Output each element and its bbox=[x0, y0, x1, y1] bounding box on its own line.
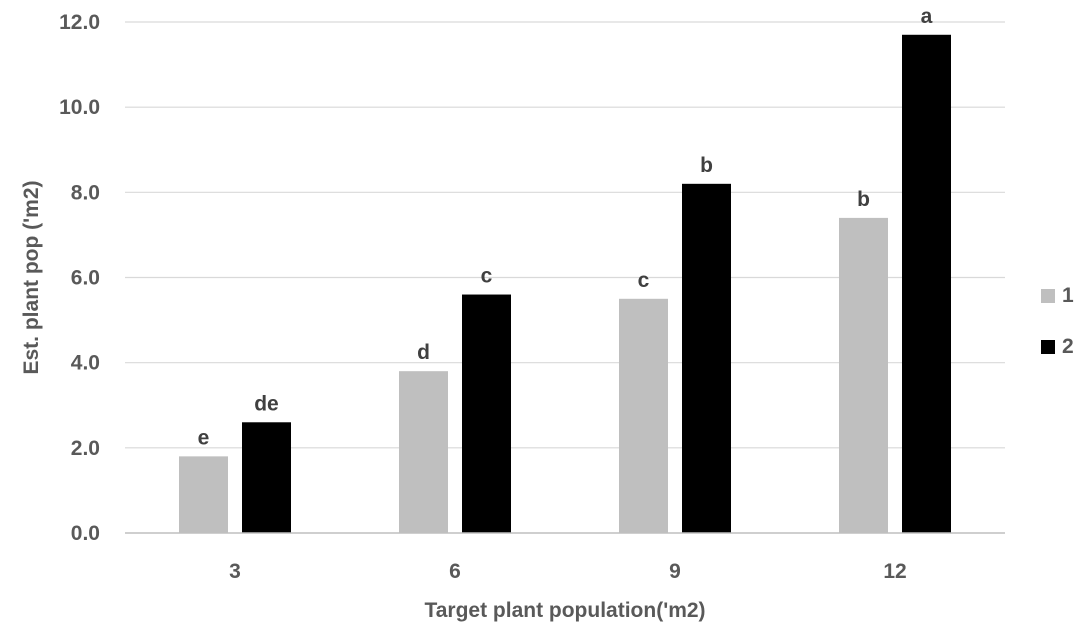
x-axis-title: Target plant population('m2) bbox=[424, 599, 705, 622]
y-axis-title: Est. plant pop ('m2) bbox=[20, 181, 43, 375]
data-label: d bbox=[417, 341, 430, 364]
bar-series-1-12 bbox=[839, 217, 888, 533]
bar-series-2-12 bbox=[902, 34, 951, 534]
x-tick-label: 12 bbox=[883, 560, 906, 583]
legend-label: 1 bbox=[1062, 284, 1074, 307]
y-tick-label: 8.0 bbox=[71, 181, 100, 204]
y-tick-label: 6.0 bbox=[71, 267, 100, 290]
data-label: a bbox=[921, 5, 933, 28]
y-axis-ticks: 0.0 2.0 4.0 6.0 8.0 10.0 12.0 bbox=[59, 11, 100, 545]
x-axis-ticks: 3 6 9 12 bbox=[229, 560, 907, 583]
data-label: e bbox=[198, 426, 210, 449]
data-label: de bbox=[254, 392, 279, 415]
bar-series-2-6 bbox=[462, 294, 511, 533]
x-tick-label: 9 bbox=[669, 560, 681, 583]
data-labels: e de d c c b b a bbox=[198, 5, 933, 450]
bars bbox=[179, 34, 951, 534]
bar-series-1-3 bbox=[179, 456, 228, 533]
bar-series-1-6 bbox=[399, 371, 448, 533]
legend: 12 bbox=[1041, 284, 1074, 358]
data-label: c bbox=[638, 269, 650, 292]
y-tick-label: 10.0 bbox=[59, 96, 100, 119]
bar-series-2-9 bbox=[682, 183, 731, 534]
x-tick-label: 6 bbox=[449, 560, 461, 583]
y-tick-label: 2.0 bbox=[71, 437, 100, 460]
data-label: c bbox=[481, 265, 493, 288]
bar-series-2-3 bbox=[242, 422, 291, 533]
data-label: b bbox=[857, 188, 870, 211]
y-tick-label: 4.0 bbox=[71, 352, 100, 375]
legend-swatch bbox=[1041, 340, 1055, 354]
y-tick-label: 12.0 bbox=[59, 11, 100, 34]
bar-series-1-9 bbox=[619, 298, 668, 533]
legend-swatch bbox=[1041, 289, 1055, 303]
legend-label: 2 bbox=[1062, 335, 1074, 358]
x-tick-label: 3 bbox=[229, 560, 241, 583]
data-label: b bbox=[700, 154, 713, 177]
y-tick-label: 0.0 bbox=[71, 522, 100, 545]
